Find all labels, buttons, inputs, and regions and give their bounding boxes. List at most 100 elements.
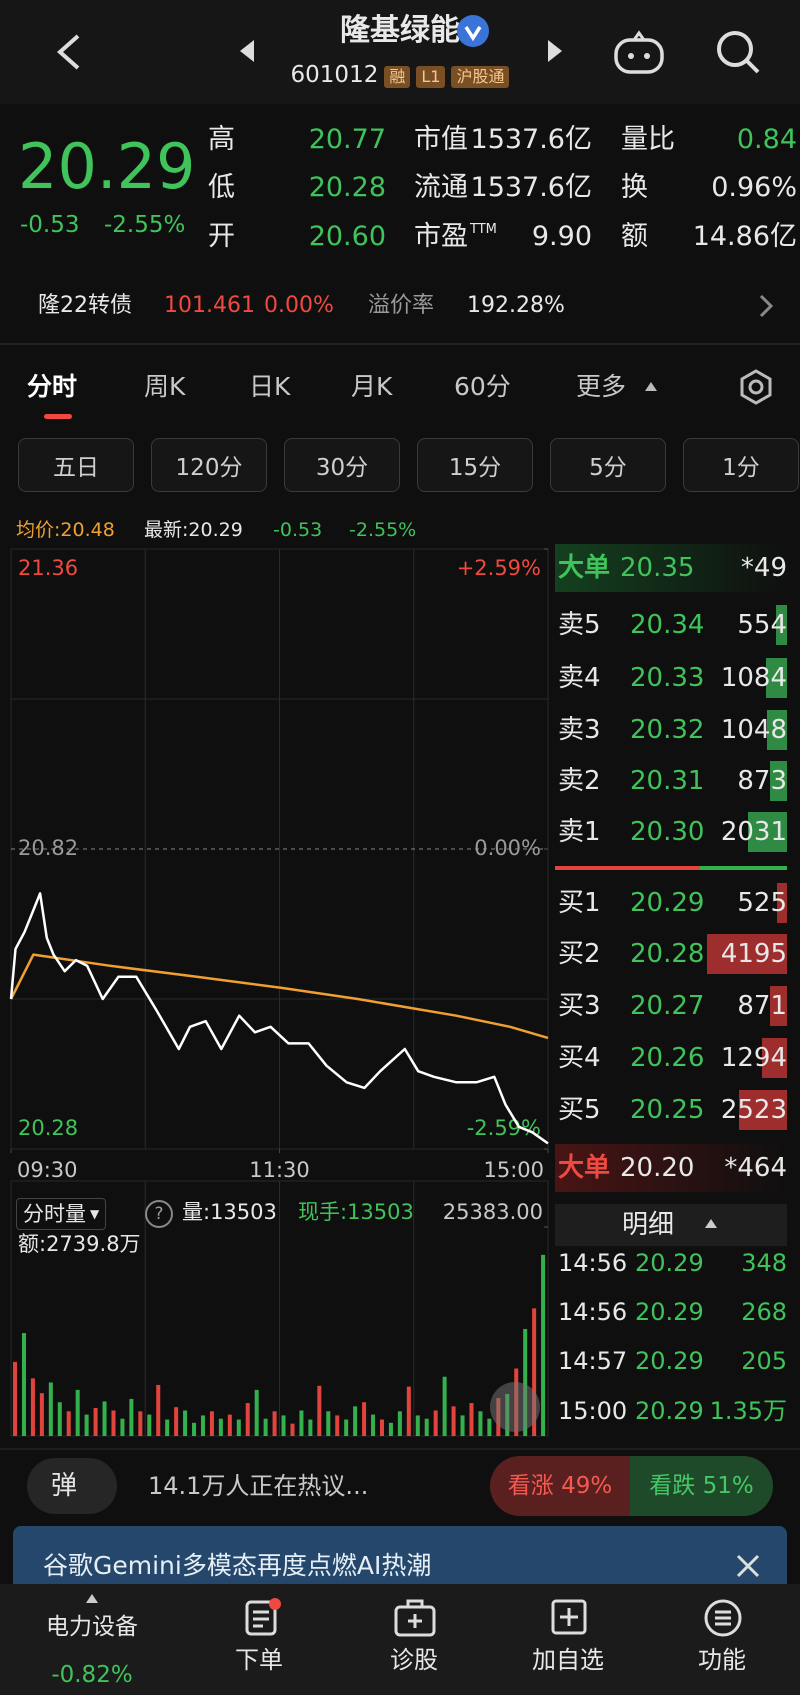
- close-banner[interactable]: [735, 1553, 761, 1579]
- nav-label[interactable]: 下单: [235, 1646, 283, 1674]
- volume-bar: [707, 934, 787, 974]
- volume-bar: [776, 605, 787, 645]
- volume-bar: [48, 1382, 53, 1436]
- stat-label: 市值: [414, 124, 468, 155]
- help-icon[interactable]: ?: [145, 1200, 173, 1228]
- book-volume: *49: [740, 553, 787, 583]
- volume-bar: [362, 1402, 367, 1436]
- stat-label: 换: [621, 172, 648, 203]
- book-price: 20.25: [630, 1095, 705, 1125]
- volume-bar: [254, 1389, 259, 1436]
- bear-button[interactable]: 看跌 51%: [630, 1456, 773, 1516]
- detail-price: 20.29: [635, 1347, 704, 1375]
- divider: [0, 343, 800, 345]
- latest-price: 最新:20.29: [144, 519, 243, 541]
- volume-bar: [344, 1419, 349, 1436]
- book-price: 20.30: [630, 817, 705, 847]
- verified-badge: [457, 15, 489, 47]
- book-label: 大单: [558, 1153, 611, 1183]
- divider: [0, 1448, 800, 1450]
- robot-button[interactable]: [612, 30, 666, 76]
- tab[interactable]: 分时: [27, 372, 78, 401]
- volume-bar: [209, 1411, 214, 1436]
- sector-name[interactable]: 电力设备: [46, 1614, 138, 1640]
- detail-volume: 1.35万: [709, 1397, 787, 1425]
- stat-value: 20.77: [308, 124, 386, 155]
- volume-bar: [388, 1422, 393, 1436]
- current-hand: 现手:13503: [298, 1200, 414, 1224]
- volume-bar: [290, 1423, 295, 1436]
- stat-value: 9.90: [531, 221, 592, 252]
- stat-value: 14.86亿: [692, 221, 797, 252]
- volume-bar: [156, 1384, 161, 1436]
- danmaku-button[interactable]: 弹: [27, 1458, 117, 1514]
- tab[interactable]: 更多: [576, 372, 627, 401]
- period-button[interactable]: 120分: [151, 438, 267, 492]
- volume-bar: [308, 1419, 313, 1436]
- book-volume: 1084: [720, 663, 787, 693]
- volume-bar: [767, 710, 787, 750]
- volume-selector-label: 分时量: [23, 1201, 86, 1226]
- detail-price: 20.29: [635, 1397, 704, 1425]
- stock-tag: 沪股通: [451, 66, 510, 88]
- book-label: 卖1: [558, 817, 601, 847]
- nav-label[interactable]: 功能: [698, 1646, 746, 1674]
- volume-bar: [138, 1411, 143, 1436]
- bull-button[interactable]: 看涨 49%: [490, 1456, 630, 1516]
- next-stock[interactable]: [544, 38, 566, 64]
- danmaku-label: 弹: [51, 1471, 78, 1501]
- book-price: 20.34: [630, 610, 705, 640]
- book-price: 20.20: [620, 1153, 695, 1183]
- bond-change: 0.00%: [264, 293, 334, 318]
- volume-bar: [111, 1410, 116, 1436]
- tab[interactable]: 日K: [249, 372, 291, 401]
- volume-bar: [129, 1398, 134, 1436]
- nav-label[interactable]: 诊股: [390, 1646, 438, 1674]
- stat-label: 额: [621, 221, 648, 252]
- period-button[interactable]: 5分: [550, 438, 666, 492]
- news-text[interactable]: 谷歌Gemini多模态再度点燃AI热潮: [43, 1551, 432, 1580]
- bond-name[interactable]: 隆22转债: [38, 293, 132, 318]
- search-button[interactable]: [714, 28, 762, 76]
- period-button[interactable]: 30分: [284, 438, 400, 492]
- premium-value: 192.28%: [467, 293, 565, 318]
- avg-price: 均价:20.48: [16, 519, 115, 541]
- settings-button[interactable]: [737, 368, 775, 406]
- function-icon[interactable]: [703, 1598, 743, 1638]
- period-button[interactable]: 五日: [18, 438, 134, 492]
- diagnose-icon[interactable]: [393, 1598, 437, 1638]
- book-price: 20.27: [630, 991, 705, 1021]
- volume-bar: [442, 1376, 447, 1436]
- volume-bar: [762, 1038, 787, 1078]
- tab[interactable]: 60分: [454, 372, 511, 401]
- volume-bar: [30, 1378, 35, 1436]
- period-button[interactable]: 15分: [417, 438, 533, 492]
- expand-button[interactable]: [490, 1382, 540, 1432]
- bond-price: 101.461: [164, 293, 255, 318]
- volume-bar: [424, 1418, 429, 1436]
- bond-chevron[interactable]: [756, 292, 776, 320]
- price-change-pct: -2.55%: [104, 212, 186, 238]
- tab[interactable]: 周K: [144, 372, 186, 401]
- price-line: [9, 892, 549, 1145]
- detail-header[interactable]: [555, 1204, 787, 1246]
- watchlist-icon[interactable]: [550, 1598, 588, 1636]
- order-icon[interactable]: [242, 1598, 282, 1638]
- prev-stock[interactable]: [236, 38, 258, 64]
- stat-label: 低: [208, 172, 235, 203]
- volume-bar: [397, 1411, 402, 1436]
- volume-bar: [236, 1419, 241, 1436]
- detail-volume: 205: [741, 1347, 787, 1375]
- volume-bar: [281, 1415, 286, 1436]
- discussion-text[interactable]: 14.1万人正在热议...: [148, 1472, 369, 1500]
- volume-bar: [766, 658, 787, 698]
- period-button[interactable]: 1分: [683, 438, 799, 492]
- volume-bar: [478, 1411, 483, 1436]
- detail-time: 14:56: [558, 1298, 628, 1326]
- volume-selector[interactable]: 分时量 ▼: [16, 1198, 107, 1230]
- nav-label[interactable]: 加自选: [532, 1646, 604, 1674]
- detail-price: 20.29: [635, 1298, 704, 1326]
- y2-tick-label: -2.59%: [467, 1116, 541, 1140]
- back-button[interactable]: [50, 30, 90, 74]
- tab[interactable]: 月K: [351, 372, 393, 401]
